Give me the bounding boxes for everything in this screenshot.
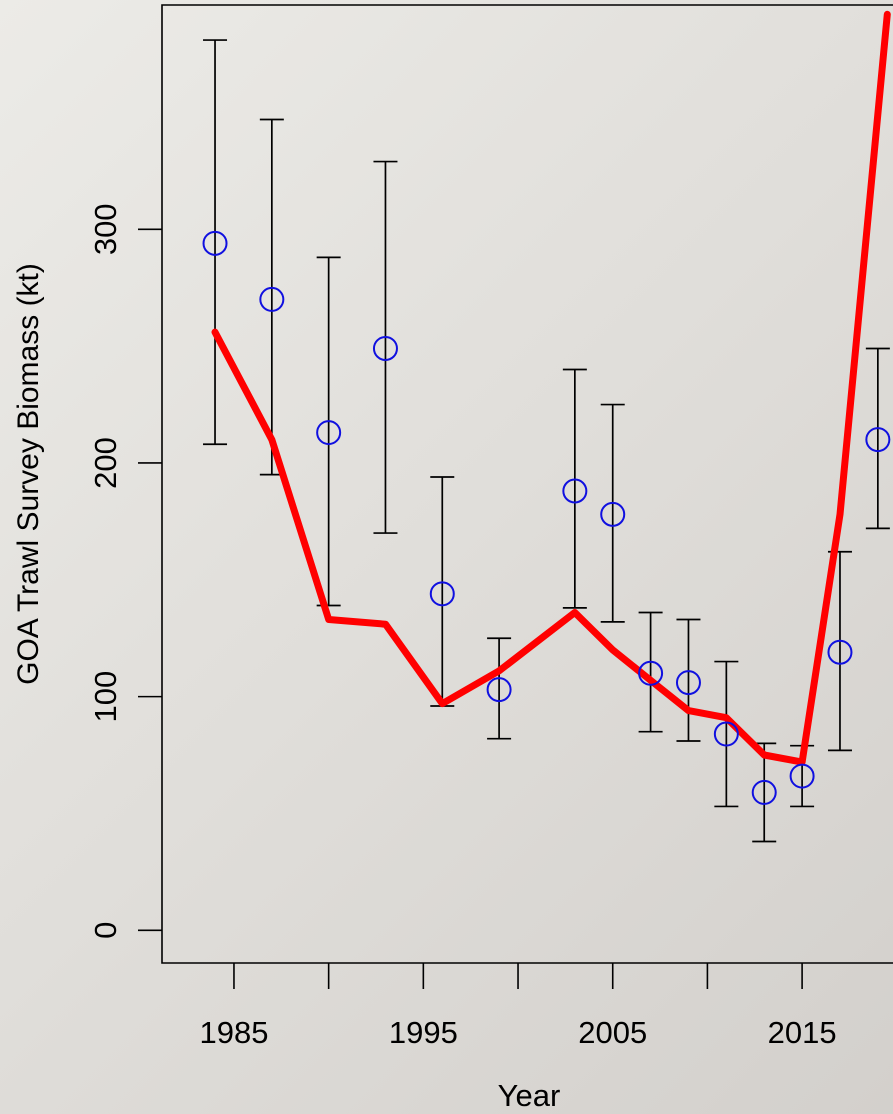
- y-axis: 0 100 200 300: [88, 203, 162, 939]
- x-tick-label-1985: 1985: [199, 1015, 268, 1050]
- point-2009: [675, 670, 701, 696]
- x-tick-label-2015: 2015: [768, 1015, 837, 1050]
- point-1990: [316, 420, 342, 446]
- error-bar-2009: [676, 618, 701, 742]
- error-bar-1996: [430, 476, 455, 707]
- x-axis-title: Year: [498, 1078, 561, 1113]
- point-2017: [827, 639, 853, 665]
- point-1993: [372, 335, 398, 361]
- y-tick-label-200: 200: [88, 437, 123, 489]
- x-tick-label-1995: 1995: [389, 1015, 458, 1050]
- point-2003: [562, 478, 588, 504]
- error-bar-2019: [865, 347, 890, 530]
- error-bar-2005: [600, 403, 625, 623]
- x-tick-label-2005: 2005: [578, 1015, 647, 1050]
- error-bar-2011: [714, 660, 739, 808]
- y-axis-title: GOA Trawl Survey Biomass (kt): [12, 263, 45, 685]
- point-2013: [751, 779, 777, 805]
- point-2015: [789, 763, 815, 789]
- x-axis: 1985 1995 2005 2015: [199, 963, 837, 1050]
- point-1996: [429, 581, 455, 607]
- y-tick-label-100: 100: [88, 671, 123, 723]
- error-bar-1984: [203, 39, 228, 446]
- point-2007: [638, 660, 664, 686]
- error-bar-1990: [316, 256, 341, 607]
- error-bar-2007: [638, 611, 663, 733]
- plot-frame: [161, 4, 893, 964]
- point-2005: [600, 501, 626, 527]
- error-bar-1993: [373, 160, 398, 534]
- point-1987: [259, 286, 285, 312]
- model-line: [211, 10, 891, 766]
- point-1999: [486, 677, 512, 703]
- error-bar-2003: [562, 368, 587, 609]
- y-tick-label-0: 0: [88, 922, 123, 939]
- point-1984: [202, 230, 228, 256]
- point-2011: [713, 721, 739, 747]
- point-2019: [865, 427, 891, 453]
- model-line-path: [211, 10, 891, 766]
- y-tick-label-300: 300: [88, 203, 123, 255]
- error-bars: [203, 39, 890, 843]
- plot-box: [161, 4, 893, 964]
- error-bar-1999: [487, 637, 512, 740]
- observed-points: [202, 230, 891, 805]
